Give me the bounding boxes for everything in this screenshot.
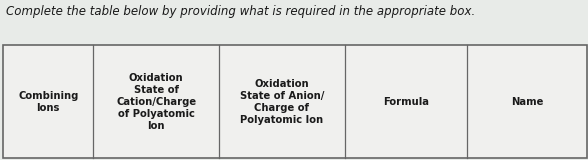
Text: Complete the table below by providing what is required in the appropriate box.: Complete the table below by providing wh…: [6, 5, 475, 18]
Text: Name: Name: [511, 97, 543, 107]
Bar: [3, 45, 587, 158]
Text: Combining
Ions: Combining Ions: [18, 91, 78, 113]
Text: Oxidation
State of
Cation/Charge
of Polyatomic
Ion: Oxidation State of Cation/Charge of Poly…: [116, 73, 196, 131]
Text: Formula: Formula: [383, 97, 429, 107]
Text: Oxidation
State of Anion/
Charge of
Polyatomic Ion: Oxidation State of Anion/ Charge of Poly…: [239, 79, 324, 125]
